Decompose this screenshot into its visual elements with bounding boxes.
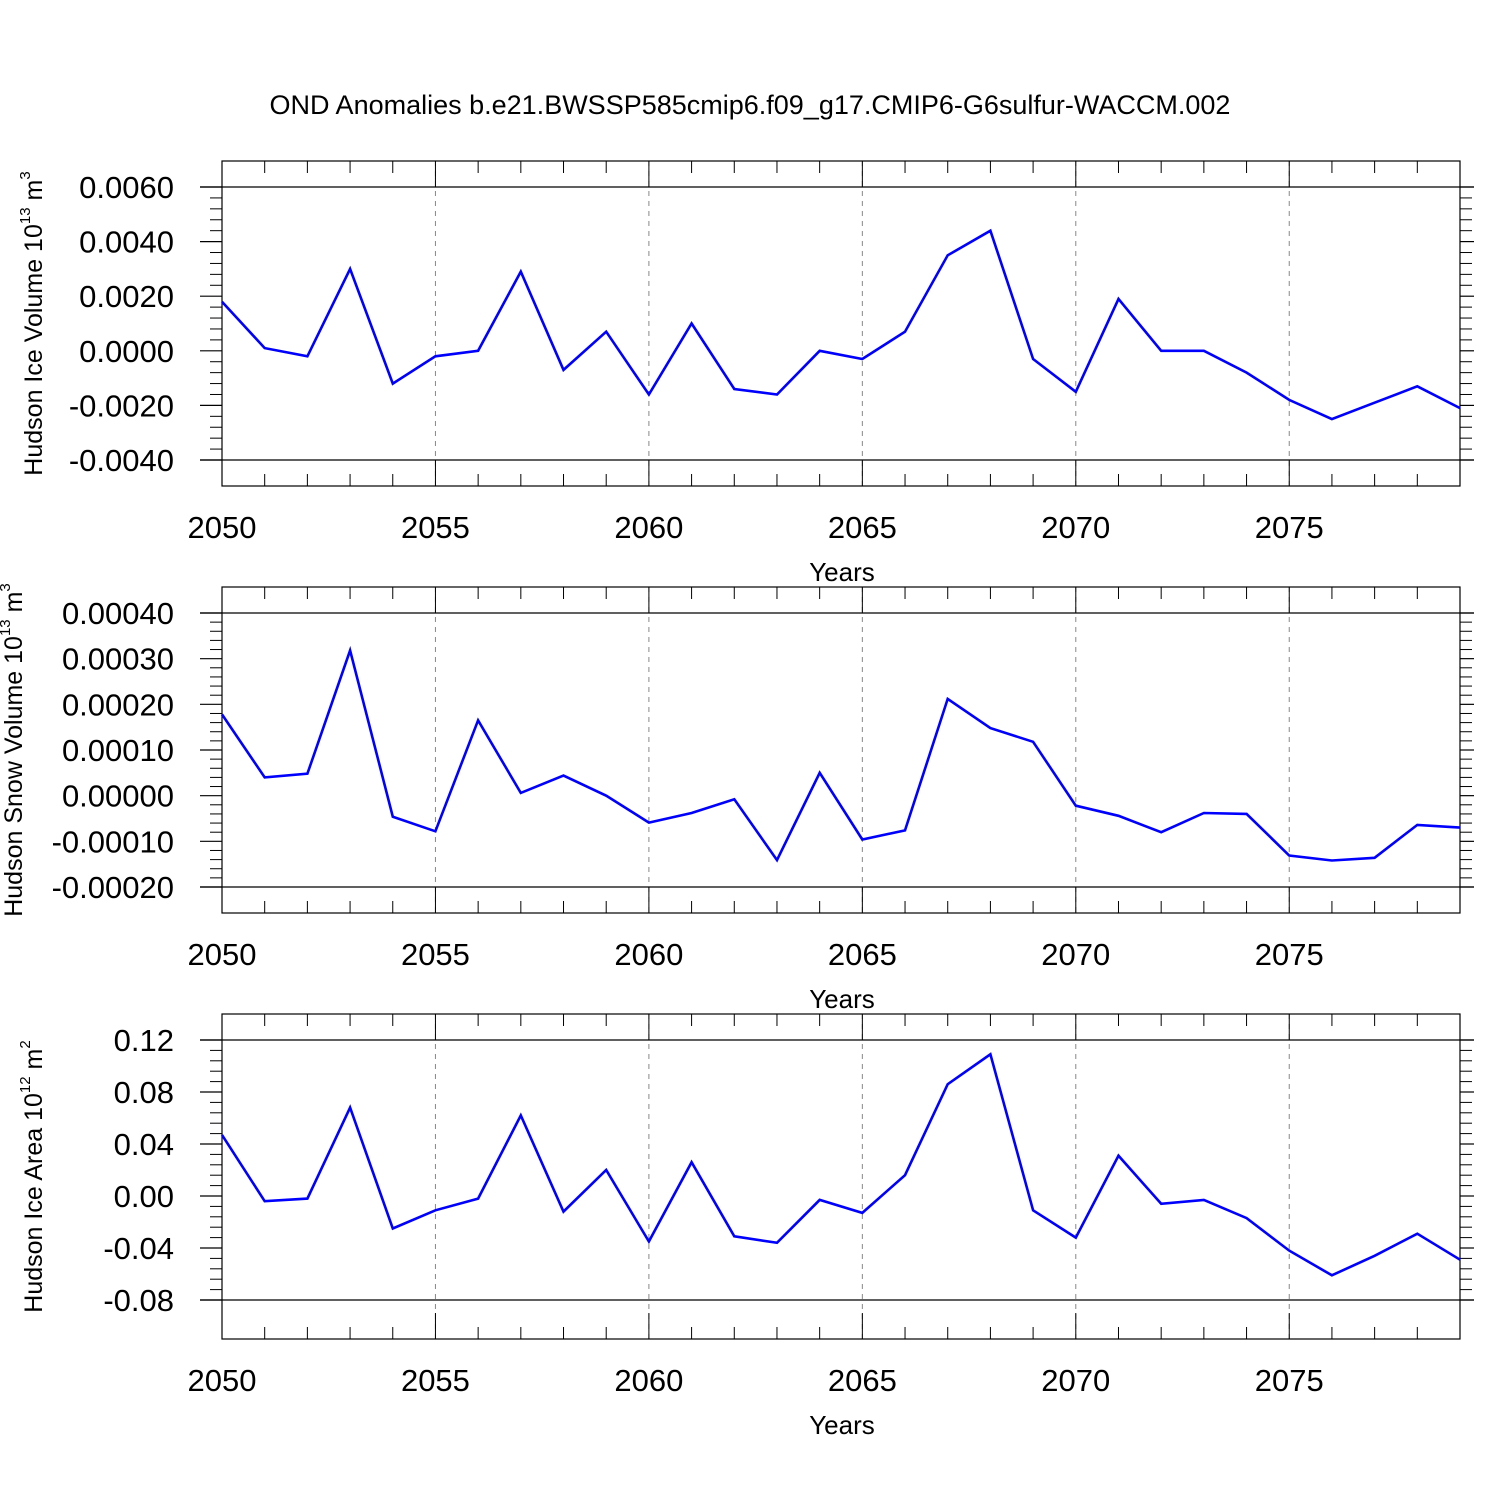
chart-panel-2: -0.00020 -0.00010 0.00000 0.00010 0.00020 0.0… bbox=[0, 583, 1474, 1014]
x-axis-label: Years bbox=[809, 984, 875, 1014]
x-tick-label: 2055 bbox=[401, 937, 470, 972]
y-axis-label: Hudson Ice Area 1012 m2 bbox=[17, 1040, 48, 1312]
y-axis-label: Hudson Ice Volume 1013 m3 bbox=[17, 171, 48, 475]
x-tick-label: 2055 bbox=[401, 1363, 470, 1398]
x-tick-label: 2070 bbox=[1041, 1363, 1110, 1398]
series-line bbox=[220, 1052, 1461, 1277]
x-tick-label: 2060 bbox=[614, 510, 683, 545]
x-tick-label: 2065 bbox=[828, 1363, 897, 1398]
x-tick-label: 2075 bbox=[1255, 1363, 1324, 1398]
chart-panel-3: -0.08 -0.04 0.00 0.04 0.08 0.12 2050 2055 2060 20… bbox=[17, 1013, 1474, 1440]
plot-frame bbox=[221, 160, 1461, 487]
series-line bbox=[220, 645, 1461, 863]
x-tick-label: 2075 bbox=[1255, 510, 1324, 545]
y-tick-label: -0.04 bbox=[103, 1231, 174, 1266]
y-tick-label: 0.00 bbox=[114, 1179, 174, 1214]
x-tick-label: 2060 bbox=[614, 937, 683, 972]
y-tick-label: 0.00030 bbox=[62, 642, 174, 677]
y-tick-label: 0.0060 bbox=[79, 170, 174, 205]
x-tick-label: 2065 bbox=[828, 937, 897, 972]
y-tick-label: -0.0020 bbox=[69, 388, 174, 423]
x-tick-label: 2075 bbox=[1255, 937, 1324, 972]
x-tick-label: 2050 bbox=[188, 510, 257, 545]
x-tick-label: 2070 bbox=[1041, 510, 1110, 545]
y-tick-label: -0.0040 bbox=[69, 443, 174, 478]
plot-frame bbox=[221, 1013, 1461, 1340]
y-tick-label: 0.12 bbox=[114, 1023, 174, 1058]
x-tick-label: 2050 bbox=[188, 937, 257, 972]
y-tick-label: 0.0020 bbox=[79, 279, 174, 314]
plot-frame bbox=[221, 586, 1461, 914]
x-axis-label: Years bbox=[809, 1410, 875, 1440]
y-tick-label: 0.04 bbox=[114, 1127, 174, 1162]
x-axis-label: Years bbox=[809, 557, 875, 587]
y-tick-label: 0.08 bbox=[114, 1075, 174, 1110]
y-tick-label: -0.00010 bbox=[52, 824, 174, 859]
y-tick-label: 0.00010 bbox=[62, 733, 174, 768]
chart-panel-1: -0.0040 -0.0020 0.0000 0.0020 0.0040 0.0060 20… bbox=[17, 160, 1474, 587]
series-line bbox=[221, 228, 1461, 421]
y-tick-label: -0.08 bbox=[103, 1283, 174, 1318]
x-tick-label: 2055 bbox=[401, 510, 470, 545]
panels: -0.0040 -0.0020 0.0000 0.0020 0.0040 0.0060 20… bbox=[0, 160, 1474, 1440]
figure-title: OND Anomalies b.e21.BWSSP585cmip6.f09_g1… bbox=[270, 90, 1231, 120]
x-tick-label: 2070 bbox=[1041, 937, 1110, 972]
y-tick-label: -0.00020 bbox=[52, 870, 174, 905]
x-tick-label: 2065 bbox=[828, 510, 897, 545]
y-tick-label: 0.00000 bbox=[62, 779, 174, 814]
y-tick-label: 0.0040 bbox=[79, 225, 174, 260]
x-tick-label: 2060 bbox=[614, 1363, 683, 1398]
y-tick-label: 0.00020 bbox=[62, 687, 174, 722]
y-axis-label: Hudson Snow Volume 1013 m3 bbox=[0, 583, 28, 917]
y-tick-label: 0.00040 bbox=[62, 596, 174, 631]
x-tick-label: 2050 bbox=[188, 1363, 257, 1398]
y-tick-label: 0.0000 bbox=[79, 334, 174, 369]
